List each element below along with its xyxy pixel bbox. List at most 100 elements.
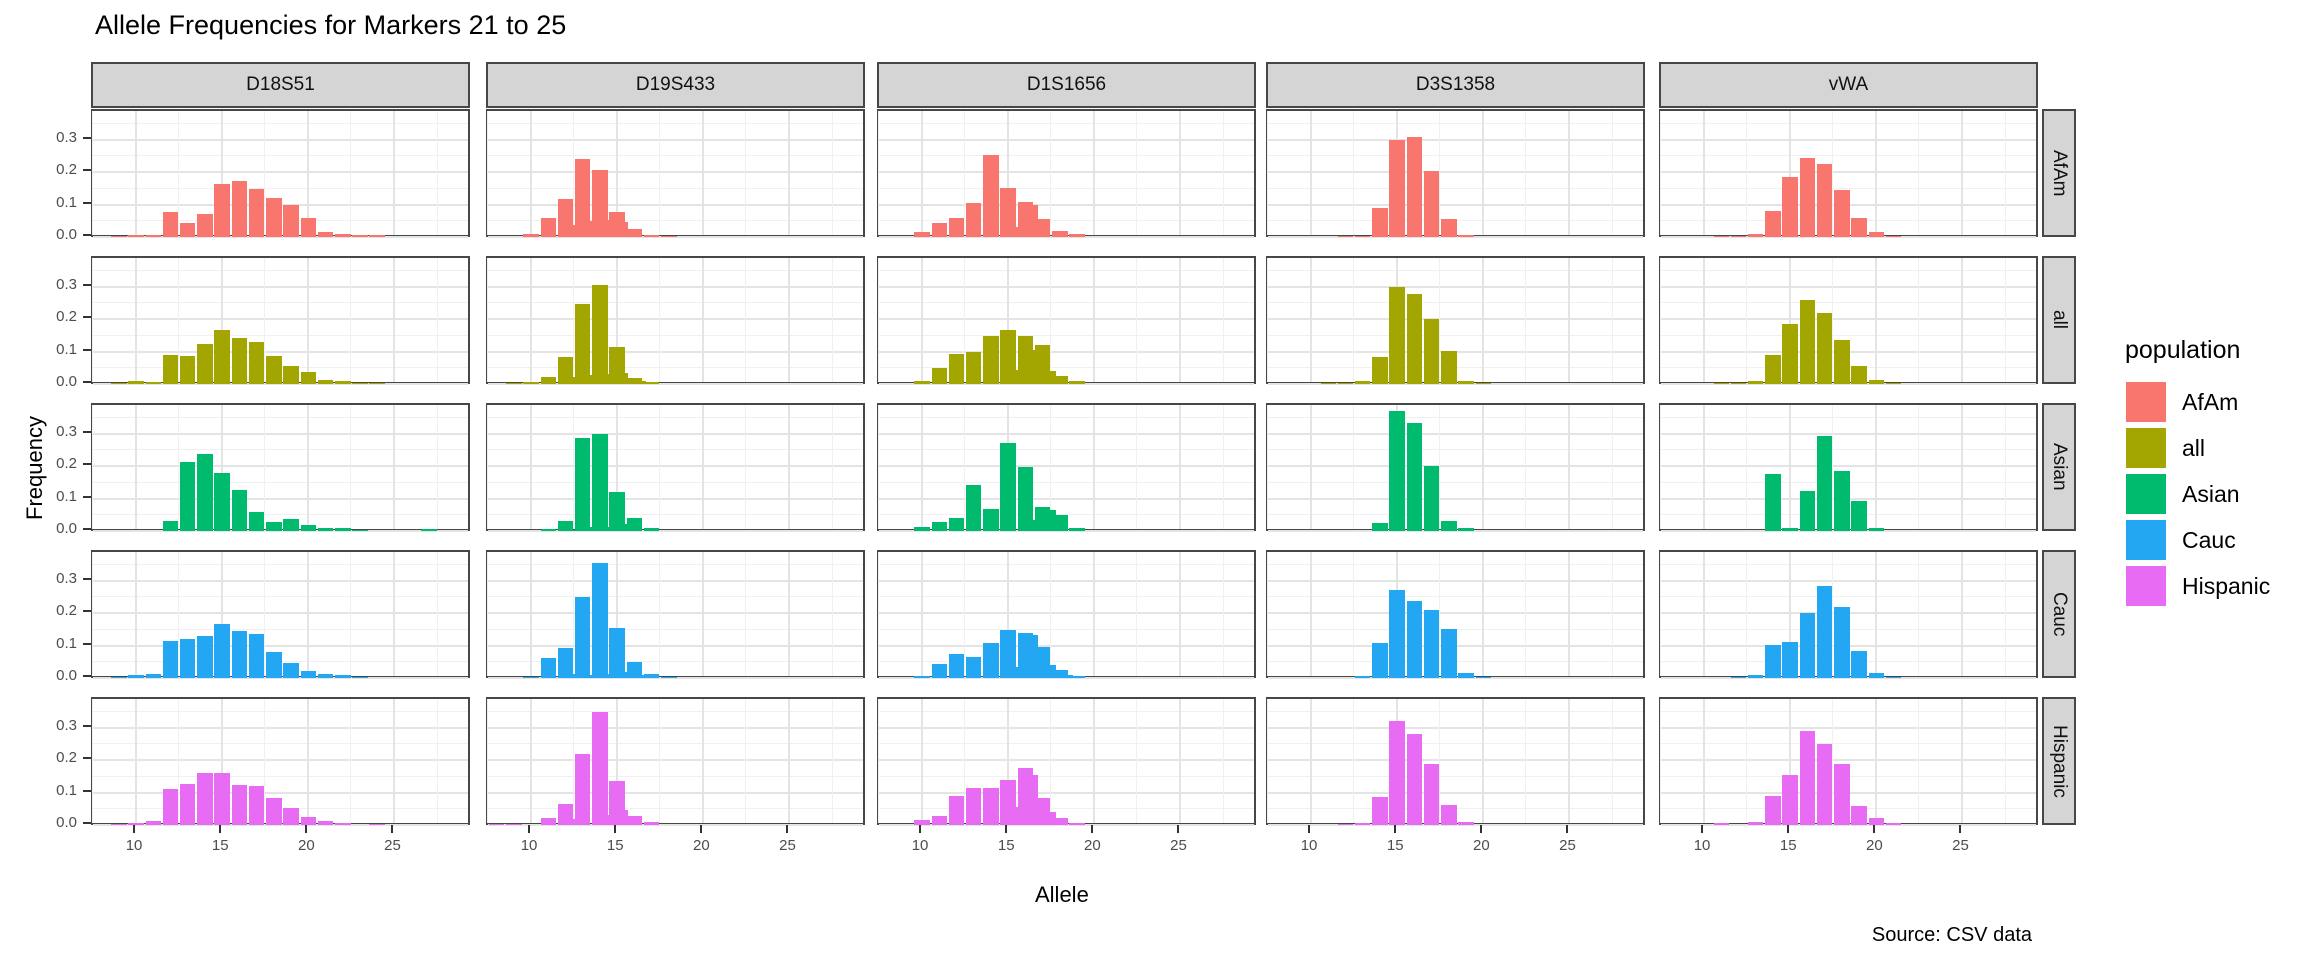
gridline-v	[307, 699, 310, 823]
gridline-v	[659, 111, 661, 235]
gridline-v	[1007, 258, 1010, 382]
bar	[1765, 644, 1781, 679]
gridline-v	[1136, 405, 1138, 529]
gridline-v	[436, 405, 438, 529]
y-tick-label: 0.3	[56, 570, 77, 588]
facet-panel-all-D1S1656	[877, 256, 1256, 386]
gridline-v	[1050, 552, 1052, 676]
bar	[197, 635, 213, 679]
y-tick-mark	[83, 822, 91, 825]
legend-title: population	[2125, 336, 2241, 364]
bar	[1052, 230, 1068, 238]
gridline-h	[879, 433, 1254, 436]
bar	[1069, 823, 1085, 826]
gridline-h	[488, 171, 863, 174]
bar	[643, 382, 660, 385]
bar	[931, 222, 948, 238]
bar	[983, 642, 999, 679]
bar	[931, 816, 948, 826]
gridline-h	[879, 334, 1254, 336]
gridline-h	[879, 497, 1254, 500]
x-tick-mark	[219, 825, 222, 833]
gridline-h	[488, 513, 863, 515]
bar	[197, 773, 213, 826]
bar	[1713, 236, 1730, 238]
gridline-v	[264, 405, 266, 529]
gridline-v	[487, 552, 488, 676]
gridline-h	[93, 269, 468, 271]
bar	[561, 529, 577, 532]
gridline-v	[1746, 405, 1748, 529]
bar	[1052, 514, 1068, 532]
row-strip-AfAm: AfAm	[2042, 109, 2076, 237]
gridline-v	[1007, 552, 1010, 676]
gridline-v	[1611, 552, 1613, 676]
x-tick-label: 15	[606, 837, 624, 854]
bar	[369, 235, 385, 238]
bar	[561, 225, 577, 238]
gridline-v	[1703, 552, 1706, 676]
bar	[111, 236, 127, 238]
bar	[1389, 411, 1405, 532]
gridline-h	[1661, 155, 2036, 157]
bar	[592, 562, 608, 679]
gridline-h	[1268, 155, 1643, 157]
gridline-v	[1568, 405, 1571, 529]
x-tick-mark	[1394, 825, 1397, 833]
bar	[1885, 235, 1902, 238]
bar	[1851, 650, 1867, 679]
bar	[612, 221, 629, 238]
y-tick-label: 0.2	[56, 308, 77, 326]
gridline-v	[1875, 405, 1878, 529]
gridline-h	[488, 139, 863, 142]
bar	[1337, 823, 1354, 826]
x-tick-label: 25	[384, 837, 401, 854]
gridline-v	[1832, 552, 1834, 676]
gridline-v	[1611, 699, 1613, 823]
bar	[1406, 293, 1423, 385]
gridline-h	[488, 759, 863, 762]
gridline-h	[93, 791, 468, 794]
bar	[1069, 527, 1085, 532]
bar	[1458, 380, 1474, 385]
bar	[609, 627, 625, 679]
gridline-h	[1268, 416, 1643, 418]
bar	[1868, 527, 1885, 532]
x-tick-label: 15	[997, 837, 1015, 854]
gridline-h	[93, 334, 468, 336]
gridline-h	[1661, 743, 2036, 745]
bar	[179, 638, 196, 679]
bar	[1040, 510, 1056, 532]
gridline-h	[93, 759, 468, 762]
gridline-v	[2004, 111, 2006, 235]
gridline-h	[488, 350, 863, 353]
bar	[1834, 470, 1850, 532]
gridline-h	[93, 383, 468, 386]
y-tick-mark	[83, 757, 91, 760]
gridline-h	[879, 155, 1254, 157]
gridline-v	[659, 405, 661, 529]
gridline-v	[1789, 258, 1792, 382]
gridline-v	[2004, 258, 2006, 382]
gridline-h	[488, 612, 863, 615]
bar	[540, 529, 557, 532]
gridline-v	[788, 699, 791, 823]
gridline-v	[1611, 111, 1613, 235]
gridline-h	[93, 775, 468, 777]
x-tick-label: 20	[1472, 837, 1490, 854]
gridline-h	[1268, 383, 1643, 386]
gridline-v	[530, 111, 533, 235]
bar	[162, 354, 179, 385]
gridline-v	[702, 258, 705, 382]
bar	[1765, 354, 1781, 385]
gridline-h	[1268, 236, 1643, 239]
gridline-h	[1661, 236, 2036, 239]
gridline-h	[488, 449, 863, 451]
facet-panel-AfAm-D1S1656	[877, 109, 1256, 239]
gridline-h	[1661, 318, 2036, 321]
legend-key-Cauc	[2126, 520, 2166, 560]
gridline-v	[307, 552, 310, 676]
gridline-v	[1918, 699, 1920, 823]
gridline-h	[879, 203, 1254, 206]
